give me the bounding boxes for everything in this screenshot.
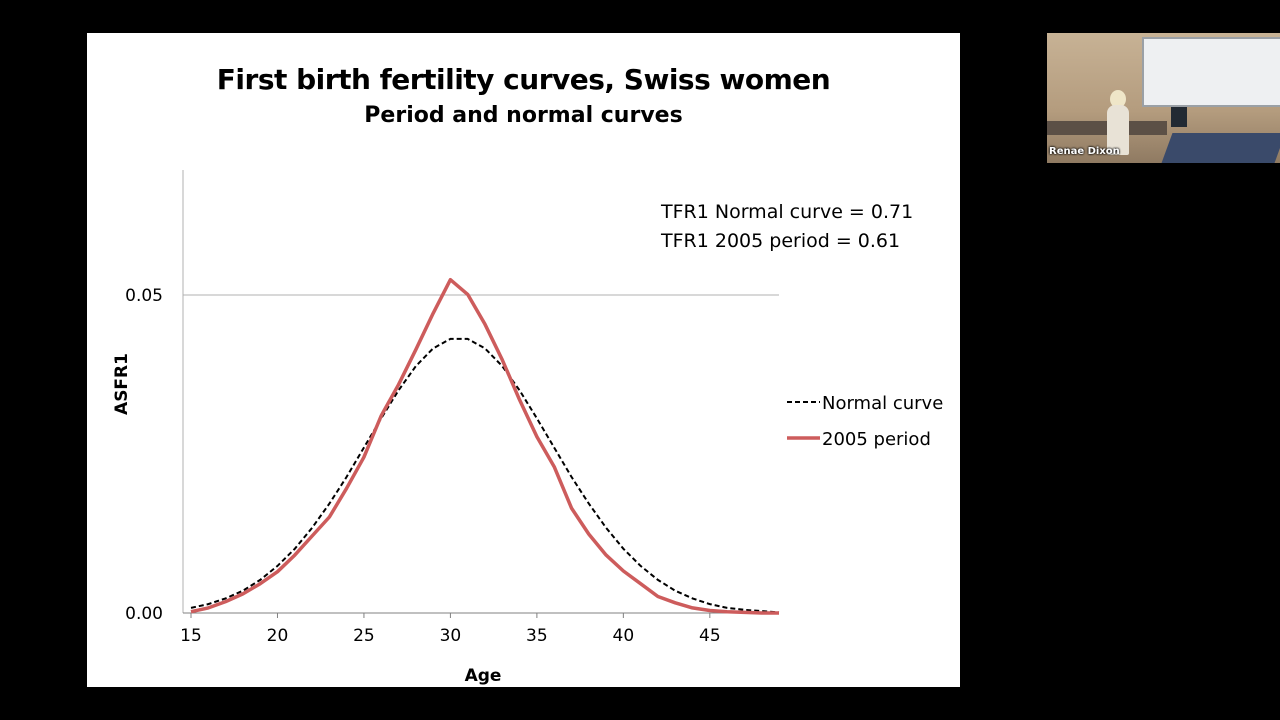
- series-line-normal-curve: [190, 337, 780, 614]
- annotation-tfr1-normal: TFR1 Normal curve = 0.71: [660, 201, 913, 223]
- x-tick-label: 35: [526, 626, 548, 646]
- x-tick-label: 15: [180, 626, 202, 646]
- fertility-chart: 15 20 25 30 35 40 45 0.00 0.05 Age ASFR1 TFR1 N…: [112, 170, 943, 686]
- series-line-2005-period: [190, 277, 779, 615]
- video-whiteboard: [1142, 37, 1280, 107]
- x-tick-label: 30: [440, 626, 462, 646]
- video-chair: [1171, 107, 1187, 127]
- participant-video-tile[interactable]: Renae Dixon: [1047, 33, 1280, 163]
- presentation-slide: First birth fertility curves, Swiss wome…: [87, 33, 960, 687]
- x-tick-label: 25: [353, 626, 375, 646]
- legend-label-normal: Normal curve: [822, 393, 943, 414]
- participant-name: Renae Dixon: [1049, 146, 1120, 157]
- y-tick-label: 0.05: [125, 286, 163, 306]
- legend-label-period: 2005 period: [822, 429, 931, 450]
- person-body: [1107, 105, 1129, 155]
- slide-title: First birth fertility curves, Swiss wome…: [216, 63, 831, 96]
- person-figure-icon: [1110, 90, 1126, 108]
- slide-subtitle: Period and normal curves: [364, 103, 683, 128]
- x-axis-title: Age: [465, 666, 502, 686]
- y-tick-label: 0.00: [125, 604, 163, 624]
- annotation-tfr1-period: TFR1 2005 period = 0.61: [660, 230, 900, 252]
- video-table: [1161, 133, 1280, 163]
- legend: Normal curve 2005 period: [787, 393, 943, 450]
- y-axis-title: ASFR1: [112, 353, 132, 415]
- x-tick-label: 40: [613, 626, 635, 646]
- x-tick-label: 45: [699, 626, 721, 646]
- x-tick-label: 20: [267, 626, 289, 646]
